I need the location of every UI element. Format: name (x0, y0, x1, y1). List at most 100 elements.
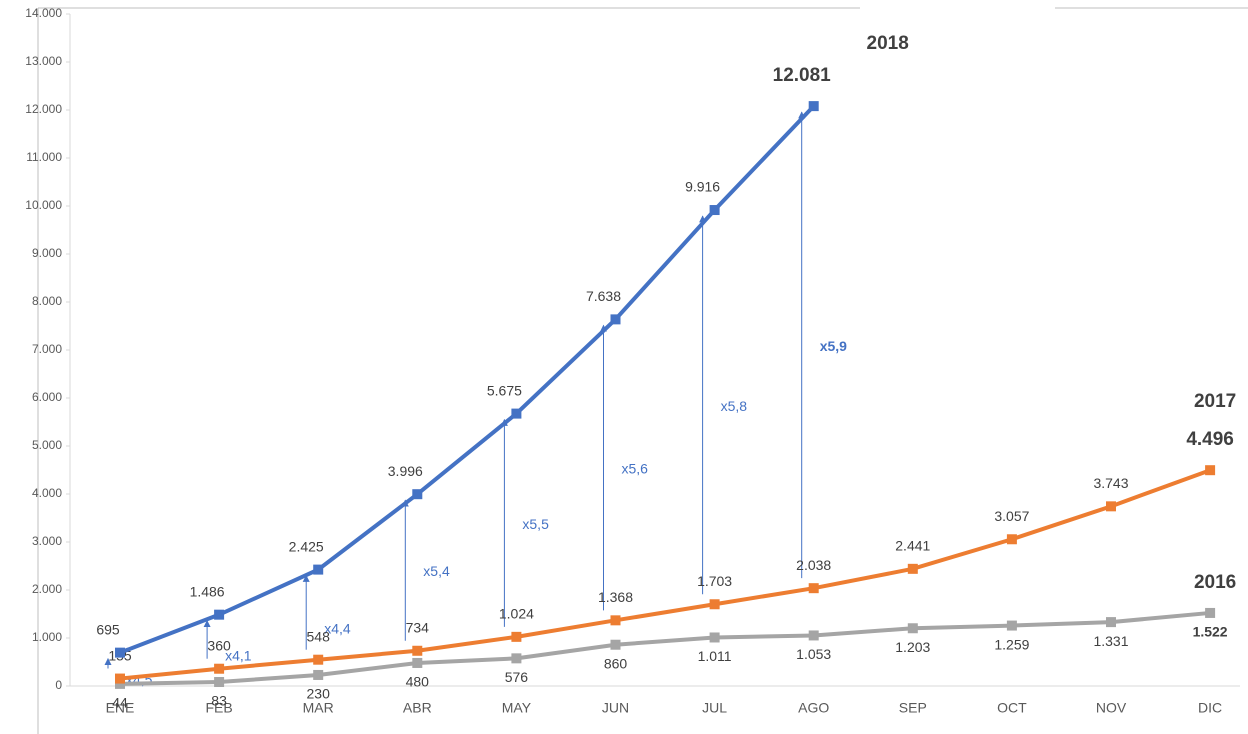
y-tick-label: 8.000 (32, 294, 62, 308)
x-tick-label: MAY (502, 700, 532, 716)
data-label: 1.522 (1193, 624, 1228, 640)
data-label: 480 (406, 674, 430, 690)
marker (610, 639, 621, 650)
ratio-label: x5,4 (423, 563, 450, 579)
ratio-label: x5,9 (820, 338, 847, 354)
data-label: 5.675 (487, 382, 522, 398)
marker (1205, 465, 1216, 476)
marker (1205, 607, 1216, 618)
ratio-label: x5,6 (622, 461, 649, 477)
data-label: 7.638 (586, 288, 621, 304)
data-label: 1.703 (697, 573, 732, 589)
marker (610, 615, 621, 626)
series-line (119, 468, 1211, 681)
data-label: 695 (96, 621, 120, 637)
marker (511, 653, 522, 664)
marker (511, 408, 522, 419)
x-tick-label: ENE (106, 700, 135, 716)
data-label: 1.024 (499, 606, 534, 622)
ratio-label: x5,5 (522, 516, 549, 532)
y-tick-label: 12.000 (25, 102, 62, 116)
data-label: 1.053 (796, 646, 831, 662)
data-label: 230 (307, 686, 331, 702)
data-label: 2.425 (289, 538, 324, 554)
series-name: 2017 (1194, 391, 1236, 412)
marker (313, 669, 324, 680)
x-tick-label: ABR (403, 700, 432, 716)
marker (808, 101, 819, 112)
y-tick-label: 3.000 (32, 534, 62, 548)
marker (511, 631, 522, 642)
data-label: 1.203 (895, 639, 930, 655)
marker (313, 654, 324, 665)
data-label: 734 (406, 619, 430, 635)
data-label: 9.916 (685, 179, 720, 195)
y-tick-label: 6.000 (32, 390, 62, 404)
x-tick-label: DIC (1198, 700, 1222, 716)
data-label: 4.496 (1186, 429, 1234, 450)
data-label: 1.259 (994, 636, 1029, 652)
ratio-label: x4,4 (324, 620, 351, 636)
data-label: 548 (307, 628, 331, 644)
data-label: 3.057 (994, 508, 1029, 524)
data-label: 12.081 (773, 65, 832, 86)
marker (214, 663, 225, 674)
marker (1006, 534, 1017, 545)
marker (214, 677, 225, 688)
y-tick-label: 14.000 (25, 6, 62, 20)
marker (907, 623, 918, 634)
x-tick-label: MAR (303, 700, 334, 716)
marker (412, 489, 423, 500)
x-tick-label: JUL (702, 700, 727, 716)
series-name: 2016 (1194, 572, 1236, 593)
marker (1106, 617, 1116, 628)
x-tick-label: OCT (997, 700, 1027, 716)
y-tick-label: 10.000 (25, 198, 62, 212)
marker (1006, 620, 1017, 631)
marker (1106, 501, 1116, 512)
marker (412, 645, 423, 656)
data-label: 1.331 (1093, 633, 1128, 649)
marker (907, 563, 918, 574)
y-tick-label: 11.000 (26, 150, 62, 164)
y-tick-label: 2.000 (32, 582, 62, 596)
data-label: 576 (505, 669, 529, 685)
data-label: 1.486 (190, 583, 225, 599)
x-tick-label: AGO (798, 700, 829, 716)
y-tick-label: 5.000 (32, 438, 62, 452)
data-label: 83 (211, 693, 227, 709)
marker (115, 673, 125, 684)
marker (214, 609, 225, 620)
data-label: 860 (604, 655, 628, 671)
data-label: 3.743 (1093, 475, 1128, 491)
y-tick-label: 1.000 (32, 630, 62, 644)
series-line (119, 104, 816, 655)
y-tick-label: 4.000 (32, 486, 62, 500)
data-label: 1.011 (698, 648, 732, 664)
data-label: 2.441 (895, 538, 930, 554)
ratio-label: x4,1 (225, 647, 252, 663)
x-tick-label: NOV (1096, 700, 1127, 716)
series-line (119, 610, 1211, 686)
x-tick-label: SEP (899, 700, 927, 716)
marker (808, 583, 819, 594)
marker (115, 647, 125, 658)
marker (709, 599, 720, 610)
marker (115, 678, 125, 689)
y-tick-label: 9.000 (32, 246, 62, 260)
data-label: 1.368 (598, 589, 633, 605)
marker (709, 205, 720, 216)
ratio-label: x5,8 (721, 398, 748, 414)
y-tick-label: 0 (55, 678, 62, 692)
x-tick-label: JUN (602, 700, 629, 716)
x-tick-label: FEB (205, 700, 232, 716)
data-label: 3.996 (388, 463, 423, 479)
marker (610, 314, 621, 325)
series-name: 2018 (867, 33, 909, 54)
marker (808, 630, 819, 641)
data-label: 360 (207, 637, 231, 653)
y-tick-label: 7.000 (32, 342, 62, 356)
y-tick-label: 13.000 (25, 54, 62, 68)
marker (313, 564, 324, 575)
